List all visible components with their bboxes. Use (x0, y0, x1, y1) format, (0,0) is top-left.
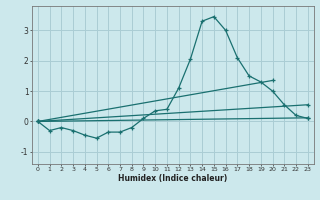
X-axis label: Humidex (Indice chaleur): Humidex (Indice chaleur) (118, 174, 228, 183)
